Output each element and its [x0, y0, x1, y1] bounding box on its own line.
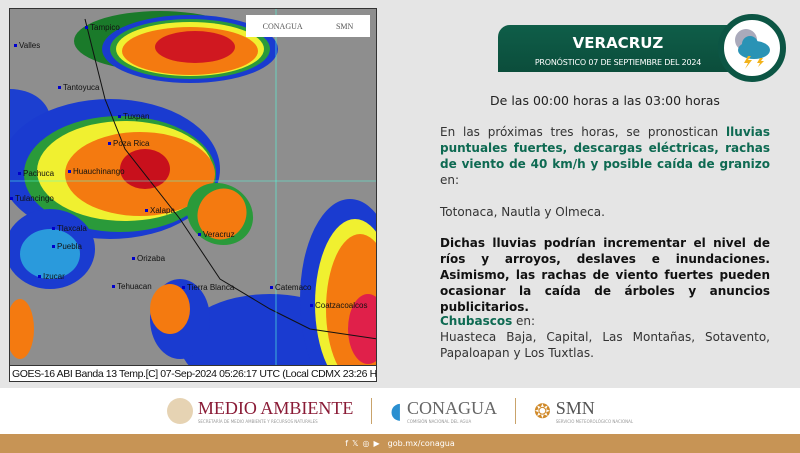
instagram-icon[interactable]: ◎	[362, 439, 370, 448]
hazards-highlight: lluvias puntuales fuertes, descargas elé…	[440, 125, 770, 171]
city-label: Pachuca	[18, 169, 54, 178]
forecast-date: PRONÓSTICO 07 DE SEPTIEMBRE DEL 2024	[534, 58, 702, 67]
city-label: Coatzacoalcos	[310, 301, 367, 310]
social-bar: f 𝕏 ◎ ▶ gob.mx/conagua	[0, 434, 800, 453]
smn-logo: ❂ SMN SERVICIO METEOROLÓGICO NACIONAL	[533, 398, 634, 424]
youtube-icon[interactable]: ▶	[373, 439, 380, 448]
state-banner: VERACRUZ PRONÓSTICO 07 DE SEPTIEMBRE DEL…	[498, 25, 738, 72]
storm-cloud-moon-icon	[718, 14, 786, 82]
smn-logo-text: SMN	[335, 21, 354, 31]
time-range: De las 00:00 horas a las 03:00 horas	[490, 93, 720, 108]
city-label: Tantoyuca	[58, 83, 99, 92]
showers-regions: Huasteca Baja, Capital, Las Montañas, So…	[440, 330, 770, 360]
city-label: Puebla	[52, 242, 82, 251]
city-label: Tampico	[85, 23, 120, 32]
city-label: Tulancingo	[10, 194, 54, 203]
affected-regions: Totonaca, Nautla y Olmeca.	[440, 205, 605, 219]
city-label: Catemaco	[270, 283, 311, 292]
website-link[interactable]: gob.mx/conagua	[387, 439, 455, 448]
forecast-paragraph: En las próximas tres horas, se pronostic…	[440, 125, 770, 187]
city-label: Huauchinango	[68, 167, 125, 176]
seal-icon	[166, 398, 193, 424]
spiral-icon: ❂	[533, 399, 551, 423]
city-label: Xalapa	[145, 206, 175, 215]
city-label: Poza Rica	[108, 139, 149, 148]
city-label: Orizaba	[132, 254, 165, 263]
conagua-logo-text: CONAGUA	[262, 21, 303, 31]
map-logo: CONAGUA SMN	[246, 15, 370, 37]
x-icon[interactable]: 𝕏	[352, 439, 359, 448]
map-caption: GOES-16 ABI Banda 13 Temp.[C] 07-Sep-202…	[10, 365, 376, 381]
cloud-tops	[10, 9, 376, 381]
city-label: Tuxpan	[118, 112, 149, 121]
medio-ambiente-logo: MEDIO AMBIENTE SECRETARÍA DE MEDIO AMBIEN…	[166, 398, 353, 424]
city-label: Tehuacan	[112, 282, 152, 291]
state-title: VERACRUZ	[572, 34, 664, 52]
storm-cells	[10, 11, 376, 381]
city-label: Valles	[14, 41, 40, 50]
coastline	[84, 18, 376, 340]
city-label: Tlaxcala	[52, 224, 87, 233]
water-drop-icon: ◖	[390, 398, 402, 424]
impacts-paragraph: Dichas lluvias podrían incrementar el ni…	[440, 236, 770, 314]
satellite-map: CONAGUA SMN Tampico Valles Tantoyuca Tuxpan P…	[9, 8, 377, 382]
showers-paragraph: Chubascos en: Huasteca Baja, Capital, Las…	[440, 314, 770, 360]
city-label: Veracruz	[198, 230, 235, 239]
facebook-icon[interactable]: f	[345, 439, 349, 448]
conagua-logo: ◖ CONAGUA COMISIÓN NACIONAL DEL AGUA	[390, 398, 497, 424]
city-label: Izucar	[38, 272, 65, 281]
city-label: Tierra Blanca	[182, 283, 234, 292]
footer-logos: MEDIO AMBIENTE SECRETARÍA DE MEDIO AMBIEN…	[0, 388, 800, 434]
